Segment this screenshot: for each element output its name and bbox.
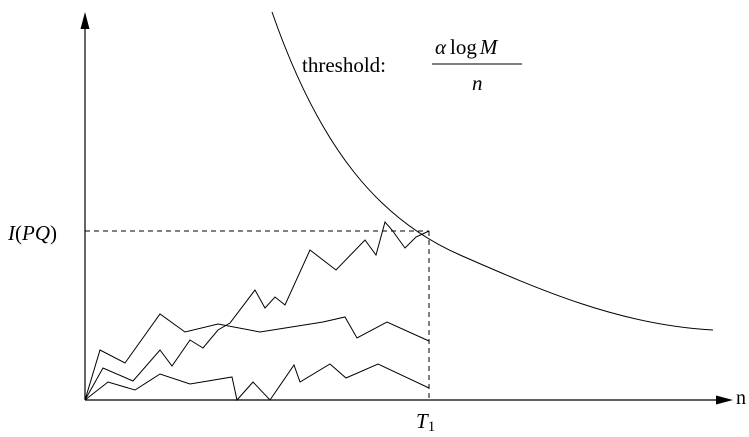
x-axis-label: n <box>736 387 746 409</box>
threshold-denominator: n <box>472 71 483 95</box>
threshold-numerator: α log M <box>435 35 499 59</box>
random-walk-middle <box>84 313 430 401</box>
random-walk-top <box>84 220 430 401</box>
random-walk-bottom <box>84 363 430 402</box>
x-axis-arrowhead <box>716 395 733 405</box>
y-axis-arrowhead <box>80 12 90 29</box>
threshold-label: threshold: <box>302 53 386 77</box>
i-pq-label: I(PQ) <box>7 221 57 245</box>
threshold-curve <box>271 11 714 331</box>
t1-label: T1 <box>416 409 435 435</box>
